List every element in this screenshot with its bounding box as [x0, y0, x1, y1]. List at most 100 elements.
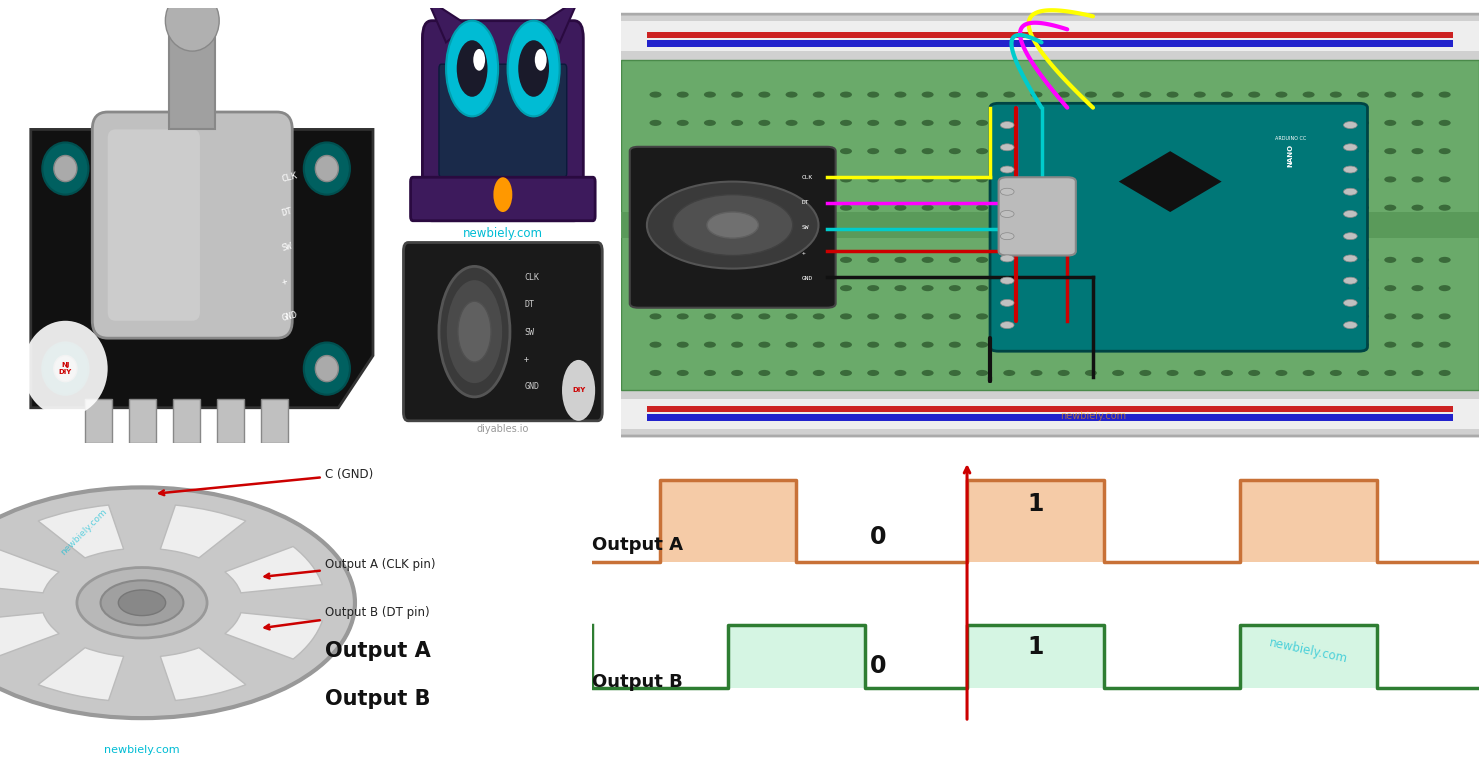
Circle shape — [813, 148, 825, 154]
Circle shape — [1139, 204, 1151, 211]
Circle shape — [1343, 143, 1358, 151]
Circle shape — [1000, 143, 1015, 151]
Circle shape — [813, 257, 825, 263]
Circle shape — [1086, 204, 1097, 211]
Circle shape — [677, 257, 689, 263]
FancyBboxPatch shape — [404, 243, 602, 421]
Circle shape — [1384, 204, 1396, 211]
FancyBboxPatch shape — [108, 130, 200, 320]
Bar — [967, 480, 1103, 562]
Polygon shape — [1118, 151, 1222, 212]
Circle shape — [1248, 314, 1260, 320]
Circle shape — [1000, 233, 1015, 240]
Circle shape — [439, 266, 510, 397]
Circle shape — [785, 92, 797, 98]
Circle shape — [1167, 176, 1179, 182]
Circle shape — [813, 370, 825, 376]
Circle shape — [315, 156, 339, 182]
Bar — [1239, 625, 1377, 688]
Circle shape — [867, 92, 879, 98]
Circle shape — [1330, 148, 1341, 154]
Circle shape — [1411, 257, 1423, 263]
Circle shape — [1003, 285, 1015, 291]
Circle shape — [1384, 176, 1396, 182]
Text: CLK: CLK — [524, 273, 540, 282]
Text: NJ
DIY: NJ DIY — [59, 362, 72, 375]
Circle shape — [840, 285, 852, 291]
Circle shape — [704, 314, 716, 320]
Circle shape — [1222, 370, 1233, 376]
Text: newbiely.com: newbiely.com — [463, 227, 543, 240]
Circle shape — [731, 342, 742, 348]
Text: DIY: DIY — [572, 388, 586, 394]
Text: Output B (DT pin): Output B (DT pin) — [265, 606, 430, 629]
Circle shape — [785, 370, 797, 376]
Circle shape — [1358, 285, 1370, 291]
Circle shape — [1003, 148, 1015, 154]
Circle shape — [1358, 176, 1370, 182]
Circle shape — [1222, 92, 1233, 98]
Circle shape — [1330, 204, 1341, 211]
Circle shape — [447, 279, 503, 384]
Circle shape — [1439, 257, 1451, 263]
Circle shape — [704, 370, 716, 376]
Circle shape — [759, 370, 771, 376]
Text: 1: 1 — [1026, 492, 1044, 517]
Circle shape — [704, 342, 716, 348]
Circle shape — [1330, 92, 1341, 98]
Circle shape — [649, 257, 661, 263]
Circle shape — [840, 148, 852, 154]
Circle shape — [649, 314, 661, 320]
Circle shape — [1439, 120, 1451, 126]
Circle shape — [1343, 211, 1358, 217]
Circle shape — [1303, 314, 1315, 320]
Circle shape — [1439, 176, 1451, 182]
Circle shape — [1275, 257, 1287, 263]
Circle shape — [731, 285, 742, 291]
Circle shape — [1057, 342, 1069, 348]
Bar — [660, 480, 796, 562]
Circle shape — [1000, 255, 1015, 262]
Circle shape — [1057, 176, 1069, 182]
Circle shape — [677, 370, 689, 376]
Circle shape — [1343, 255, 1358, 262]
Circle shape — [1358, 342, 1370, 348]
Circle shape — [921, 370, 933, 376]
Circle shape — [1003, 204, 1015, 211]
Circle shape — [1167, 120, 1179, 126]
Wedge shape — [225, 613, 322, 659]
Circle shape — [921, 285, 933, 291]
Circle shape — [1411, 342, 1423, 348]
Circle shape — [895, 92, 907, 98]
Circle shape — [1086, 314, 1097, 320]
Circle shape — [1275, 148, 1287, 154]
Circle shape — [518, 40, 549, 97]
Circle shape — [785, 120, 797, 126]
Circle shape — [731, 92, 742, 98]
FancyBboxPatch shape — [92, 112, 293, 338]
Circle shape — [1330, 370, 1341, 376]
Circle shape — [1343, 233, 1358, 240]
Wedge shape — [160, 648, 246, 700]
Circle shape — [1303, 342, 1315, 348]
Circle shape — [673, 195, 793, 256]
Circle shape — [1139, 257, 1151, 263]
Circle shape — [1139, 120, 1151, 126]
Text: newbiely.com: newbiely.com — [1060, 411, 1126, 421]
Circle shape — [1086, 176, 1097, 182]
Circle shape — [1384, 257, 1396, 263]
Circle shape — [1000, 211, 1015, 217]
Circle shape — [1303, 92, 1315, 98]
Circle shape — [840, 342, 852, 348]
Polygon shape — [31, 130, 373, 407]
Circle shape — [950, 370, 961, 376]
Wedge shape — [0, 613, 59, 659]
Circle shape — [759, 257, 771, 263]
Circle shape — [1086, 342, 1097, 348]
Circle shape — [759, 176, 771, 182]
Circle shape — [1343, 188, 1358, 195]
Circle shape — [813, 285, 825, 291]
Circle shape — [895, 120, 907, 126]
Circle shape — [1139, 92, 1151, 98]
Bar — [262, 399, 288, 443]
